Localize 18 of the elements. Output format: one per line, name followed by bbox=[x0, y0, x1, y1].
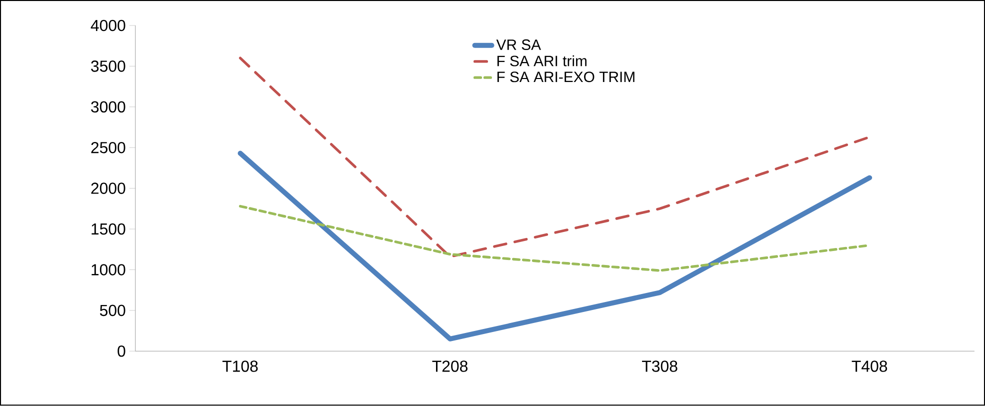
y-tick-label: 3500 bbox=[91, 60, 126, 72]
x-tick-label: T408 bbox=[852, 360, 888, 372]
line-series bbox=[238, 151, 872, 342]
legend-label: F SA ARI trim bbox=[497, 56, 586, 66]
y-tick-label: 2500 bbox=[91, 142, 126, 154]
y-tick-label: 0 bbox=[118, 346, 126, 357]
x-tick-label: T108 bbox=[222, 360, 258, 372]
line-series bbox=[238, 56, 871, 258]
legend-label: F SA ARI-EXO TRIM bbox=[497, 72, 634, 82]
x-tick-label: T308 bbox=[642, 360, 678, 372]
y-tick-label: 2000 bbox=[91, 182, 126, 194]
y-tick-label: 1500 bbox=[92, 224, 126, 235]
legend-label: VR SA bbox=[496, 40, 542, 50]
y-tick-label: 1000 bbox=[92, 264, 126, 276]
y-tick-label: 4000 bbox=[90, 20, 126, 32]
y-tick-label: 3000 bbox=[91, 101, 126, 113]
x-tick-label: T208 bbox=[432, 360, 468, 372]
y-tick-label: 500 bbox=[100, 305, 126, 316]
